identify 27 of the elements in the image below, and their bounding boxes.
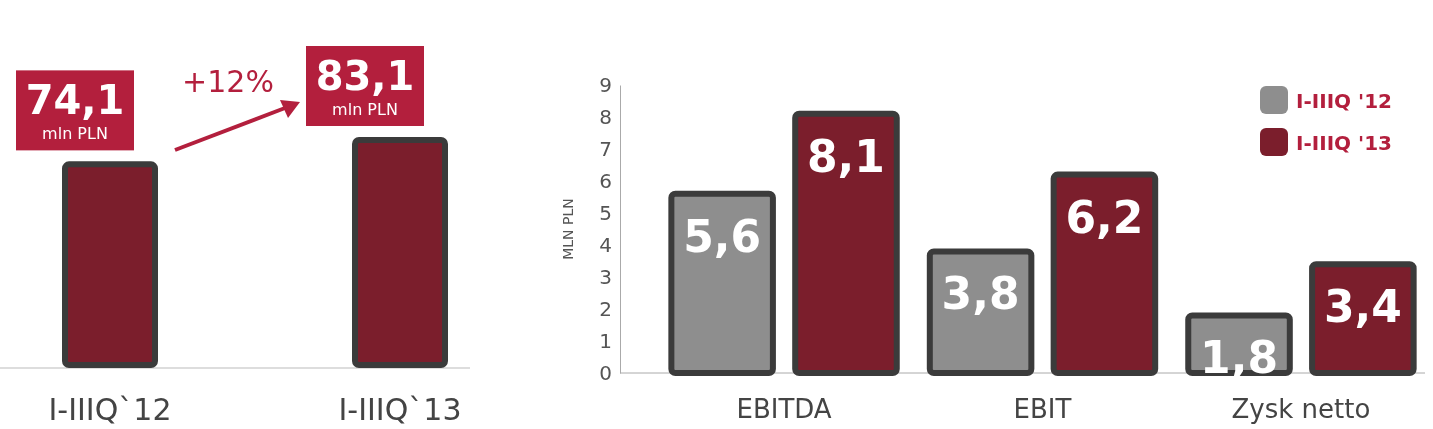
y-tick-label: 4 [599,232,612,257]
data-label: 83,1 mln PLN [315,53,415,119]
text: +12% [182,64,274,99]
data-label: 6,2 [1065,191,1144,243]
y-tick-label: 2 [599,296,612,321]
x-tick-label: I-IIIQ`13 [338,392,462,427]
y-tick-label: 5 [599,200,612,225]
y-tick-label: 9 [599,72,612,97]
data-label: 8,1 [807,130,885,182]
y-tick-label: 1 [599,328,612,353]
data-label: 74,1 mln PLN [25,77,125,144]
y-tick-label: 7 [599,136,612,161]
data-label: 3,8 [941,268,1020,320]
x-tick-label: EBIT [1013,394,1072,424]
data-label: 1,8 [1200,332,1278,384]
y-tick-label: 0 [599,360,612,385]
x-tick-label: I-IIIQ`12 [48,392,172,427]
y-tick-label: 6 [599,168,612,193]
data-label: 3,4 [1323,281,1402,333]
y-tick-label: 3 [599,264,612,289]
y-tick-label: 8 [599,104,612,129]
legend-label: I-IIIQ '12 [1296,89,1392,113]
x-tick-label: Zysk netto [1231,394,1371,424]
legend-label: I-IIIQ '13 [1296,131,1392,155]
x-tick-label: EBITDA [736,394,832,424]
data-label: 5,6 [683,210,762,262]
y-axis-title: MLN PLN [560,198,576,260]
